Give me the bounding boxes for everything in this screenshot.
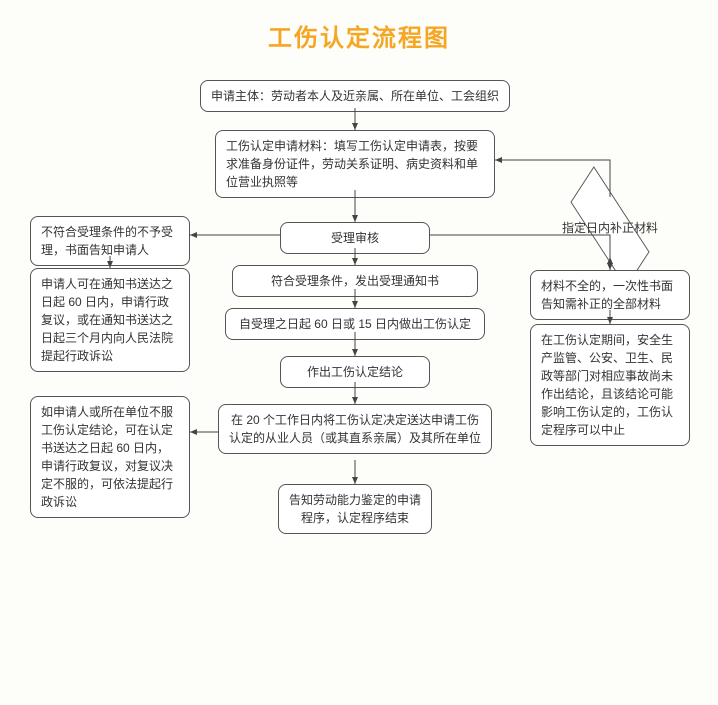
node-disagree-recourse: 如申请人或所在单位不服工伤认定结论，可在认定书送达之日起 60 日内，申请行政复…	[30, 396, 190, 518]
node-reject-recourse: 申请人可在通知书送达之日起 60 日内，申请行政复议，或在通知书送达之日起三个月…	[30, 268, 190, 372]
diamond-label: 指定日内补正材料	[552, 219, 668, 236]
node-review: 受理审核	[280, 222, 430, 254]
node-suspend: 在工伤认定期间，安全生产监管、公安、卫生、民政等部门对相应事故尚未作出结论，且该…	[530, 324, 690, 446]
node-deliver: 在 20 个工作日内将工伤认定决定送达申请工伤认定的从业人员（或其直系亲属）及其…	[218, 404, 492, 454]
node-incomplete: 材料不全的，一次性书面告知需补正的全部材料	[530, 270, 690, 320]
node-reject: 不符合受理条件的不予受理，书面告知申请人	[30, 216, 190, 266]
node-conclusion: 作出工伤认定结论	[280, 356, 430, 388]
node-timeframe: 自受理之日起 60 日或 15 日内做出工伤认定	[225, 308, 485, 340]
flowchart-canvas: 申请主体：劳动者本人及近亲属、所在单位、工会组织 工伤认定申请材料：填写工伤认定…	[0, 0, 718, 705]
node-supplement-decision: 指定日内补正材料	[540, 197, 680, 257]
node-accept-notice: 符合受理条件，发出受理通知书	[232, 265, 478, 297]
node-end: 告知劳动能力鉴定的申请程序，认定程序结束	[278, 484, 432, 534]
node-applicant: 申请主体：劳动者本人及近亲属、所在单位、工会组织	[200, 80, 510, 112]
node-materials: 工伤认定申请材料：填写工伤认定申请表，按要求准备身份证件，劳动关系证明、病史资料…	[215, 130, 495, 198]
